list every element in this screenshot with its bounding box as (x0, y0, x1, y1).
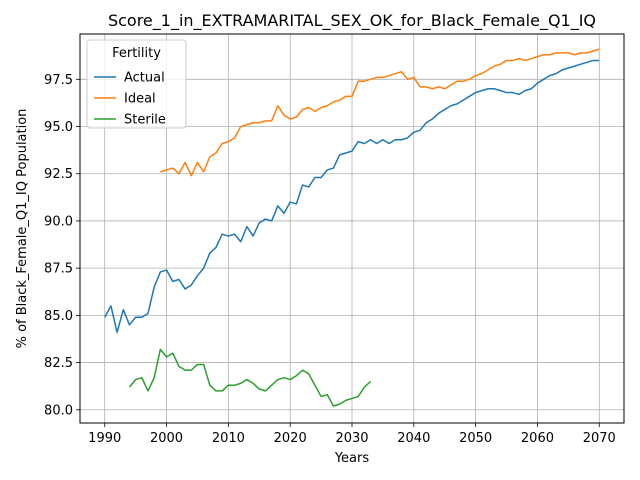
series-line-actual (104, 59, 600, 334)
y-tick-label: 85.0 (44, 309, 73, 324)
legend-label-sterile: Sterile (124, 113, 166, 128)
y-tick-label: 82.5 (44, 356, 73, 371)
x-axis-title: Years (334, 451, 370, 466)
x-tick-label: 2020 (274, 431, 307, 446)
legend: Fertility Actual Ideal Sterile (86, 39, 187, 129)
legend-label-ideal: Ideal (124, 92, 156, 107)
x-tick-label: 2000 (150, 431, 183, 446)
x-tick-label: 1990 (88, 431, 121, 446)
x-tick-label: 2040 (397, 431, 430, 446)
chart-title: Score_1_in_EXTRAMARITAL_SEX_OK_for_Black… (108, 11, 596, 31)
y-tick-label: 80.0 (44, 403, 73, 418)
y-tick-label: 90.0 (44, 214, 73, 229)
series-lines (104, 48, 600, 407)
legend-items: Actual Ideal Sterile (94, 71, 166, 128)
y-tick-label: 87.5 (44, 262, 73, 277)
x-tick-label: 2030 (335, 431, 368, 446)
legend-box (86, 39, 187, 129)
series-line-sterile (128, 348, 372, 407)
y-tick-label: 92.5 (44, 167, 73, 182)
y-tick-label: 97.5 (44, 73, 73, 88)
x-tick-label: 2050 (459, 431, 492, 446)
x-tick-label: 2060 (521, 431, 554, 446)
series-line-ideal (160, 48, 600, 177)
x-tick-label: 2010 (212, 431, 245, 446)
legend-title: Fertility (112, 46, 161, 61)
y-tick-label: 95.0 (44, 120, 73, 135)
axis-ticks: 1990 2000 2010 2020 2030 2040 2050 2060 2070 80.0… (44, 73, 616, 446)
legend-label-actual: Actual (124, 71, 165, 86)
grid-lines (80, 34, 624, 423)
x-tick-label: 2070 (583, 431, 616, 446)
y-axis-title: % of Black_Female_Q1_IQ Population (15, 109, 30, 349)
